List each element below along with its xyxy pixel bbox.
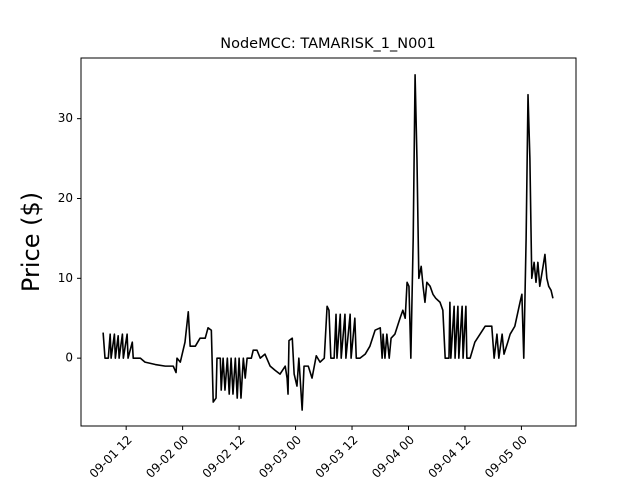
x-tick-label: 09-04 12 [426,433,474,480]
x-tick-label: 09-03 12 [313,433,361,480]
x-tick-label: 09-05 00 [482,433,530,480]
chart-title: NodeMCC: TAMARISK_1_N001 [220,36,436,52]
y-axis-label: Price ($) [17,192,45,292]
x-tick-label: 09-03 00 [256,433,304,480]
y-tick-label: 0 [65,351,73,365]
y-tick-label: 10 [58,271,73,285]
x-tick-label: 09-02 00 [143,433,191,480]
x-tick-label: 09-01 12 [87,433,135,480]
y-tick-label: 30 [58,111,73,125]
x-tick-label: 09-02 12 [200,433,248,480]
x-tick-label: 09-04 00 [369,433,417,480]
plot-frame [80,57,577,427]
price-line [102,73,554,411]
y-tick-label: 20 [58,191,73,205]
